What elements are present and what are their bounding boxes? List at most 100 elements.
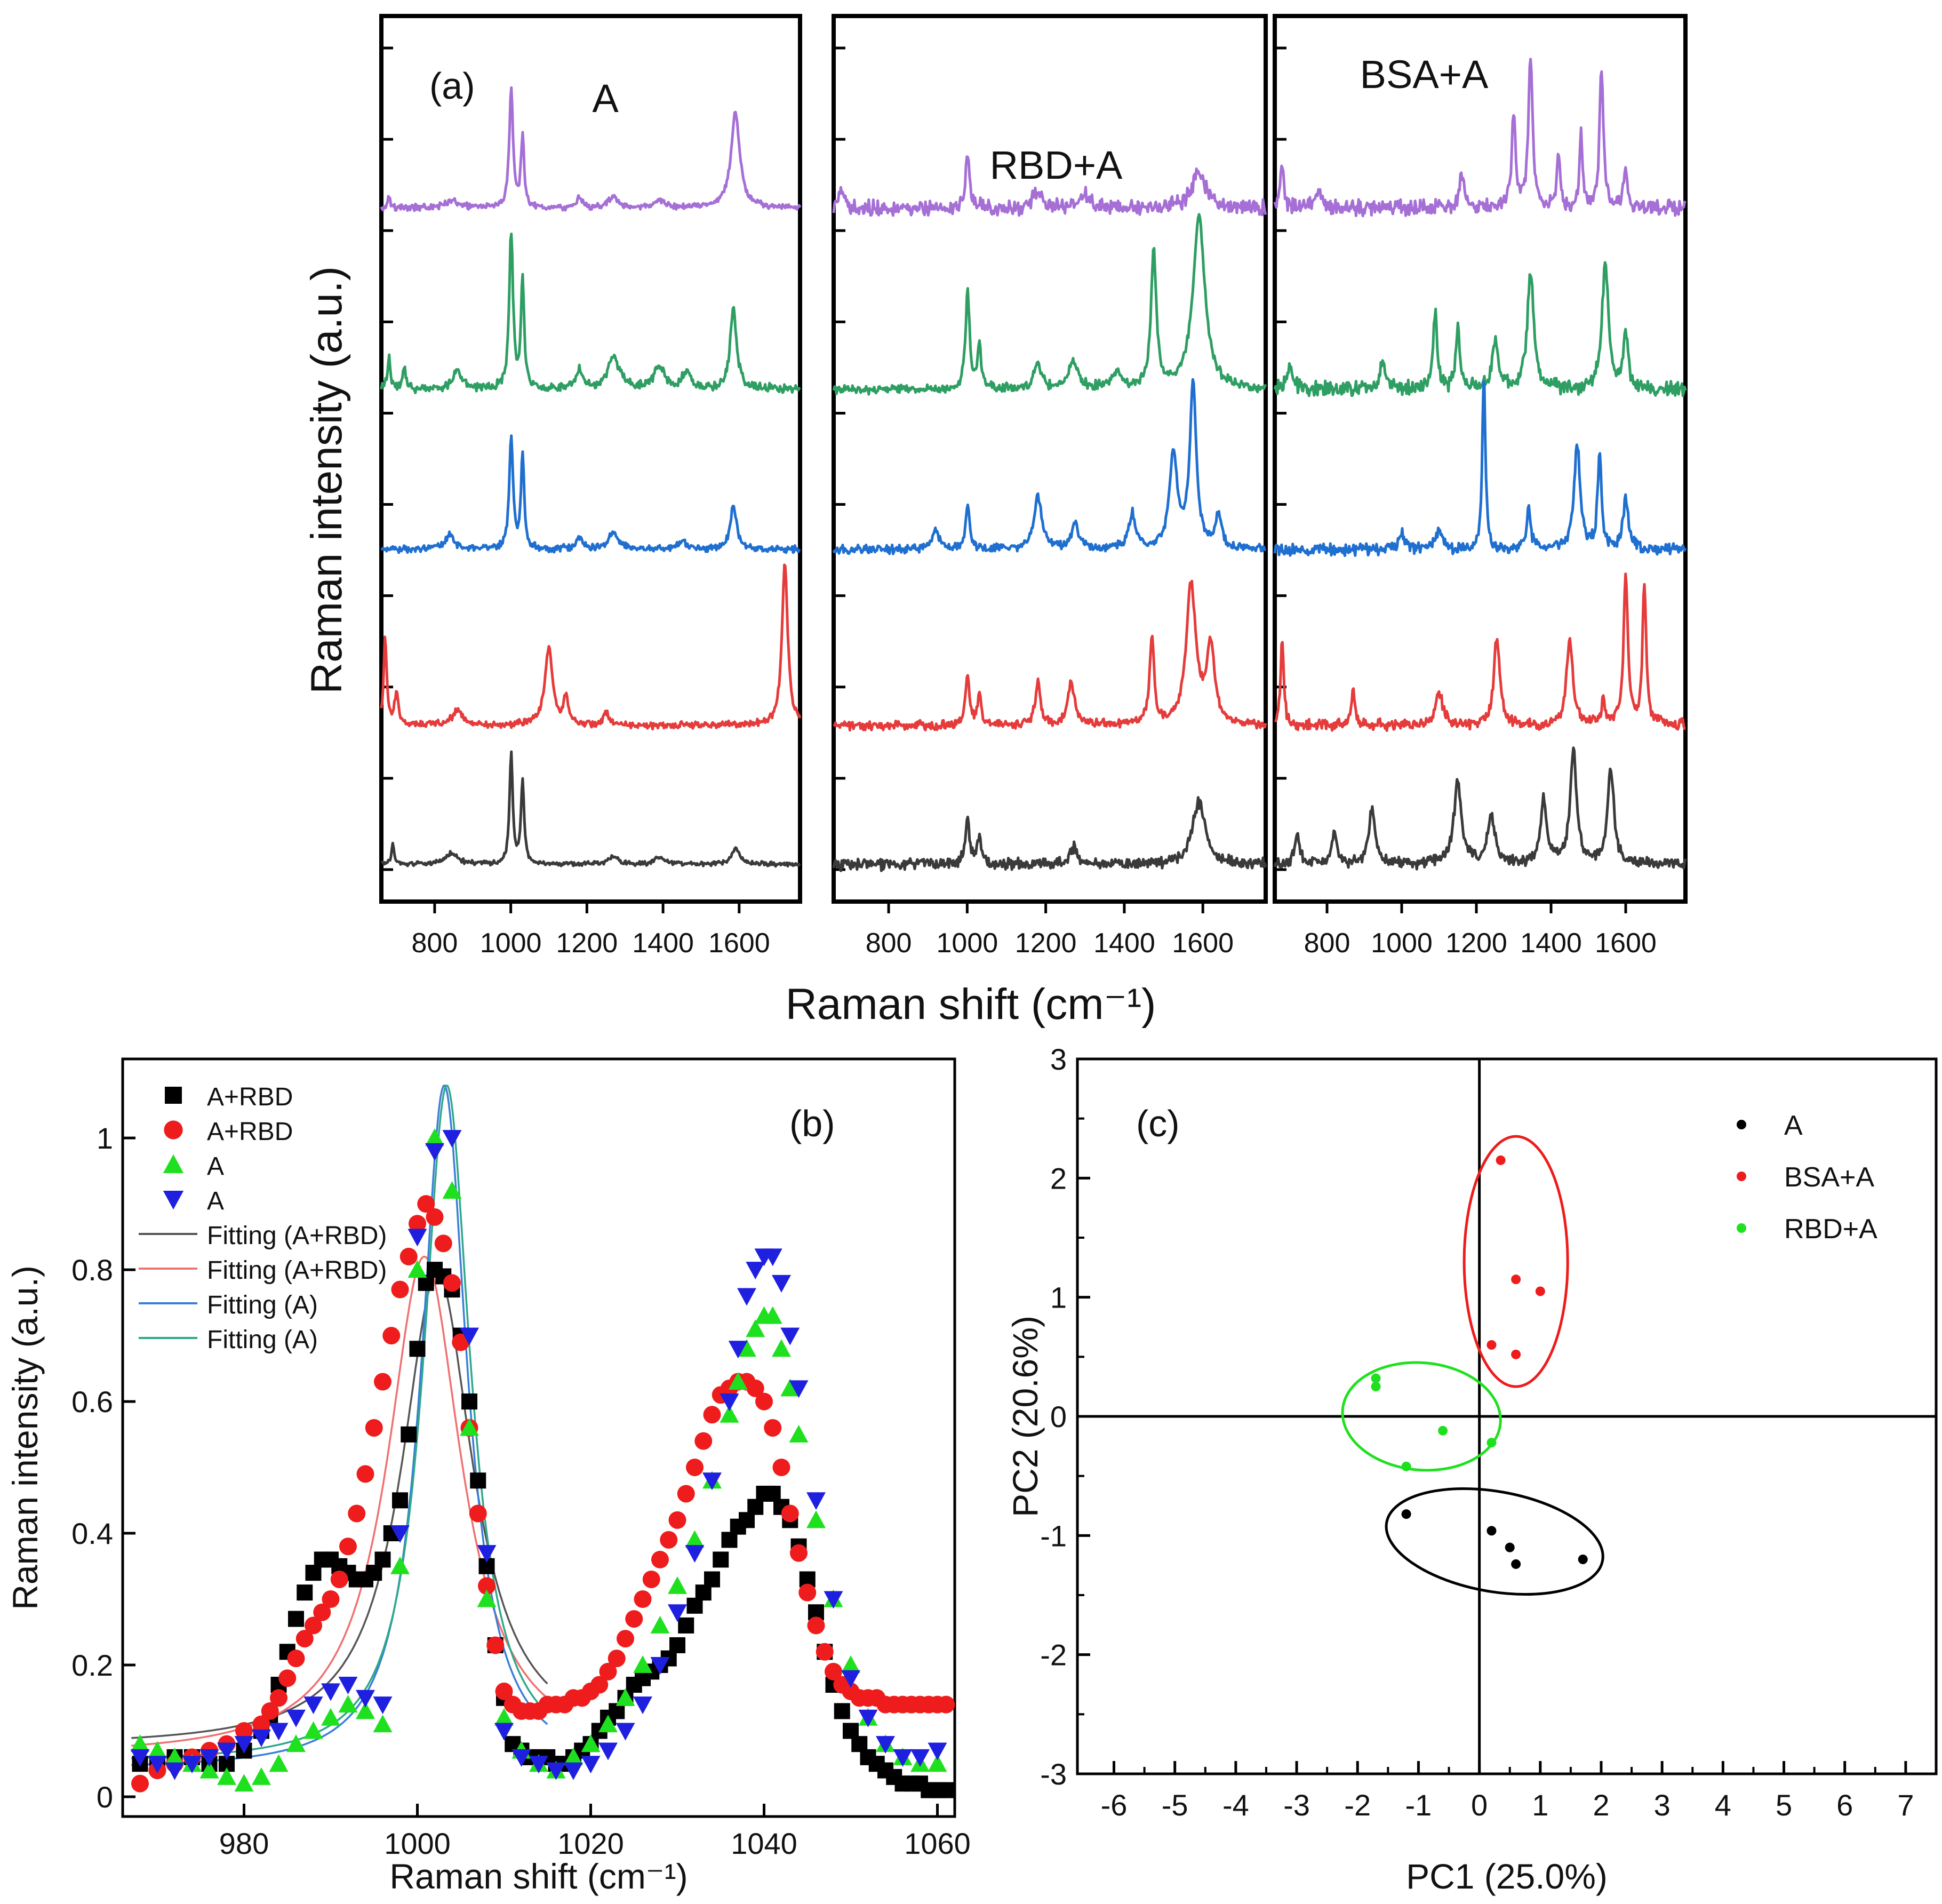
data-point (217, 1742, 236, 1760)
data-point (297, 1584, 313, 1601)
data-point (694, 1432, 713, 1450)
data-point (478, 1577, 496, 1595)
panel-b: 980 1000 1020 1040 1060 0 0.2 0.4 0.6 0.8 1 (b) Ra… (5, 1057, 971, 1896)
data-point (633, 1655, 652, 1673)
y-tick-label: 0.2 (71, 1648, 113, 1682)
data-point (512, 1749, 531, 1767)
data-point (763, 1306, 782, 1324)
data-point (789, 1380, 809, 1398)
data-point (130, 1734, 150, 1752)
data-point (713, 1551, 729, 1568)
data-point (401, 1426, 417, 1443)
data-point (650, 1615, 670, 1634)
data-point (470, 1472, 486, 1489)
data-point (452, 1333, 470, 1351)
data-point (305, 1616, 322, 1635)
data-point (425, 1128, 444, 1146)
data-point (772, 1459, 790, 1477)
data-point (163, 1154, 184, 1173)
x-tick-label: 1000 (480, 928, 542, 959)
legend-label: A (207, 1152, 224, 1181)
data-point (374, 1551, 391, 1568)
data-point (163, 1191, 184, 1210)
spectrum-trace (380, 86, 802, 212)
data-point (270, 1689, 287, 1707)
data-point (165, 1087, 182, 1104)
data-point (313, 1603, 331, 1621)
subpanel-frame (832, 14, 1268, 904)
data-point (390, 1556, 410, 1574)
data-point (1438, 1425, 1448, 1436)
x-tick-label: 1020 (557, 1827, 624, 1860)
data-point (477, 1589, 497, 1607)
data-point (737, 1339, 756, 1357)
data-point (443, 1274, 461, 1292)
data-point (928, 1742, 947, 1760)
spectrum-trace (832, 378, 1266, 555)
legend-label: RBD+A (1784, 1214, 1877, 1245)
x-tick-label: 800 (866, 928, 912, 959)
data-point (625, 1610, 643, 1628)
data-point (781, 1504, 799, 1523)
data-point (1371, 1382, 1381, 1392)
confidence-ellipse (1463, 1135, 1569, 1388)
data-point (634, 1590, 652, 1608)
x-tick-label: 2 (1593, 1788, 1609, 1822)
subpanel-rbd-a: RBD+A 800 1000 1200 1400 1600 (832, 14, 1268, 959)
fit-curve (131, 1084, 548, 1766)
legend-label: Fitting (A) (207, 1326, 318, 1354)
legend-label: Fitting (A+RBD) (207, 1222, 387, 1250)
data-point (374, 1373, 391, 1391)
x-tick-label: 3 (1654, 1788, 1671, 1822)
y-tick-label: 3 (1050, 1042, 1067, 1076)
data-point (651, 1550, 669, 1568)
panel-b-frame (121, 1057, 956, 1818)
x-tick-label: 1000 (937, 928, 998, 959)
data-point (235, 1722, 253, 1740)
data-point (234, 1736, 254, 1754)
data-point (678, 1617, 694, 1634)
data-point (677, 1485, 695, 1503)
data-point (477, 1545, 497, 1563)
data-point (321, 1683, 340, 1701)
x-tick-label: 1400 (1093, 928, 1155, 959)
data-point (669, 1637, 685, 1653)
data-point (702, 1472, 722, 1491)
y-tick-label: -2 (1040, 1638, 1067, 1672)
data-point (1535, 1286, 1545, 1296)
data-point (780, 1327, 800, 1345)
data-point (703, 1406, 721, 1424)
panel-a-ylabel: Raman intensity (a.u.) (302, 266, 351, 694)
data-point (728, 1372, 748, 1390)
data-point (1511, 1559, 1521, 1569)
data-point (780, 1379, 800, 1397)
x-tick-label: 980 (219, 1827, 269, 1860)
x-tick-label: 1600 (1172, 928, 1234, 959)
data-point (391, 1280, 409, 1298)
y-tick-label: 0 (97, 1780, 113, 1814)
data-point (1511, 1274, 1521, 1285)
data-point (937, 1695, 955, 1714)
data-point (426, 1208, 444, 1226)
data-point (338, 1695, 358, 1713)
legend-marker (1737, 1223, 1746, 1233)
data-point (746, 1379, 764, 1397)
data-point (356, 1690, 375, 1708)
data-point (704, 1571, 720, 1588)
data-point (910, 1749, 930, 1767)
data-point (269, 1723, 289, 1741)
data-point (199, 1749, 219, 1767)
data-point (668, 1511, 686, 1529)
data-point (365, 1419, 383, 1437)
panel-c-label: (c) (1136, 1103, 1180, 1144)
confidence-ellipse (1385, 1487, 1604, 1596)
data-point (763, 1248, 782, 1266)
y-tick-label: -3 (1040, 1757, 1067, 1791)
legend-label: Fitting (A+RBD) (207, 1256, 387, 1285)
panel-c: -6 -5 -4 -3 -2 -1 0 1 2 3 4 5 6 7 3 2 1 0 -1 -2 -3 (c) PC1 (… (1005, 1042, 1938, 1896)
data-point (1487, 1340, 1497, 1350)
data-point (399, 1247, 418, 1265)
data-point (407, 1229, 427, 1247)
data-point (321, 1708, 340, 1726)
data-point (685, 1530, 705, 1548)
